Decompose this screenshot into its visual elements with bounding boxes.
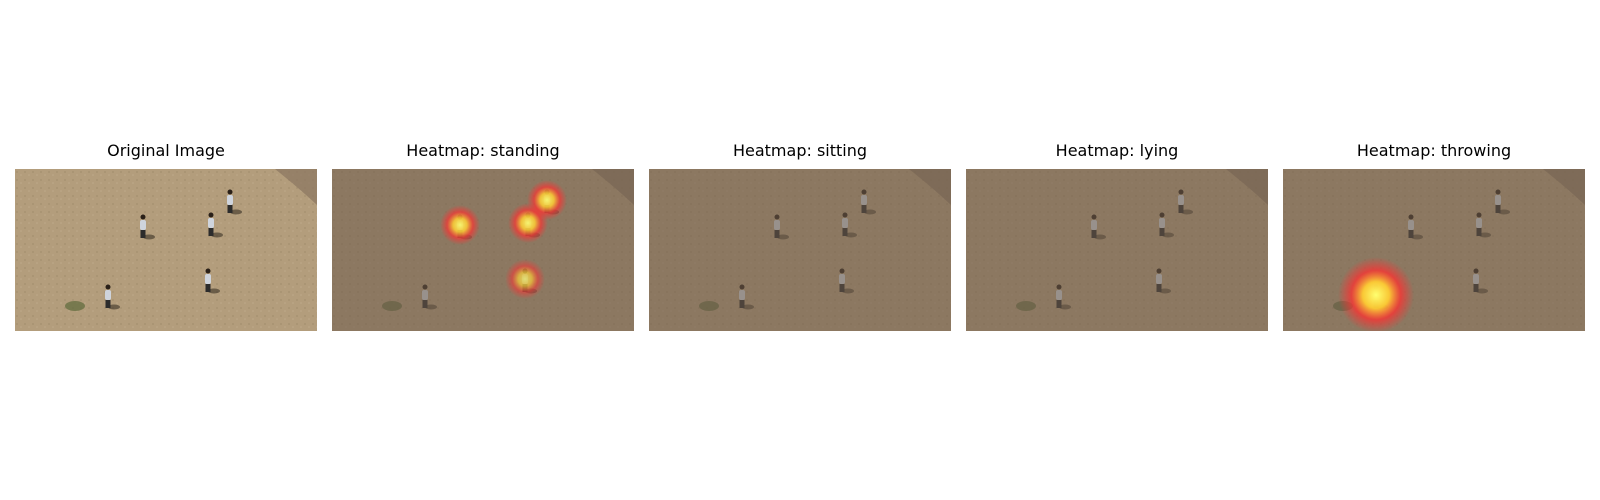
heat-blob (505, 259, 545, 299)
person-3 (227, 189, 242, 215)
heat-blob (1338, 257, 1414, 331)
panel-title: Heatmap: standing (406, 141, 560, 160)
dim-overlay (332, 169, 634, 331)
panel-title: Heatmap: lying (1055, 141, 1179, 160)
panel-original: Original Image (15, 139, 317, 334)
heatmap-standing-image (332, 169, 634, 331)
panel-title: Heatmap: sitting (732, 141, 868, 160)
panel-heatmap-standing: Heatmap: standing (332, 139, 634, 334)
person-4 (205, 268, 220, 294)
original-aerial-image (15, 169, 317, 331)
heat-blob (527, 180, 567, 220)
person-1 (140, 214, 155, 240)
dry-brush (275, 169, 317, 205)
panel-title: Heatmap: throwing (1356, 141, 1512, 160)
heatmap-throwing-image (1283, 169, 1585, 331)
heat-blob (440, 205, 480, 245)
bush (65, 301, 85, 311)
heatmap-sitting-image (649, 169, 951, 331)
dim-overlay (966, 169, 1268, 331)
dim-overlay (649, 169, 951, 331)
ground (15, 169, 317, 331)
heatmap-lying-image (966, 169, 1268, 331)
person-2 (208, 212, 223, 238)
panel-heatmap-sitting: Heatmap: sitting (649, 139, 951, 334)
panel-heatmap-throwing: Heatmap: throwing (1283, 139, 1585, 334)
person-5 (105, 284, 120, 310)
panel-title: Original Image (107, 141, 225, 160)
panel-heatmap-lying: Heatmap: lying (966, 139, 1268, 334)
dim-overlay (1283, 169, 1585, 331)
